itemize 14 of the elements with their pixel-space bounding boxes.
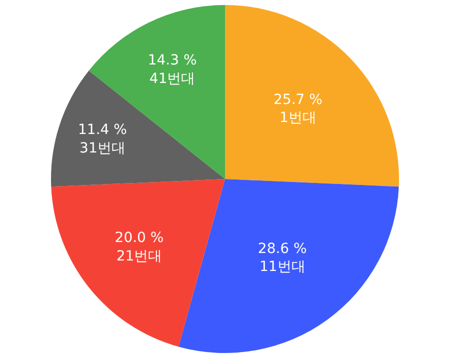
slice-label: 21번대 (116, 248, 162, 264)
data-label: 25.7 % (274, 92, 322, 108)
pie-slice (178, 179, 399, 353)
data-label: 20.0 % (114, 230, 164, 246)
data-label: 11.4 % (78, 122, 127, 138)
slice-label: 11번대 (259, 259, 306, 276)
slice-label: 41번대 (149, 70, 196, 87)
data-label: 28.6 % (258, 240, 307, 257)
pie-slice (51, 70, 225, 187)
slice-label: 31번대 (80, 140, 126, 156)
slice-label: 1번대 (280, 110, 316, 126)
pie-slice (51, 179, 225, 347)
data-label: 14.3 % (148, 52, 197, 69)
pie-slice (225, 5, 399, 187)
